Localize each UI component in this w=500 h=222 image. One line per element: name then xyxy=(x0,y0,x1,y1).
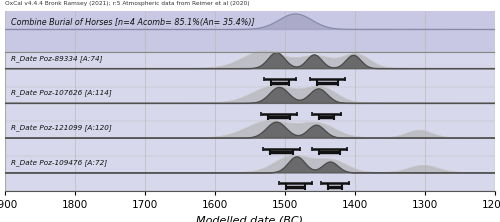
Text: R_Date Poz-107626 [A:114]: R_Date Poz-107626 [A:114] xyxy=(10,89,112,96)
Text: Combine Burial of Horses [n=4 Acomb= 85.1%(An= 35.4%)]: Combine Burial of Horses [n=4 Acomb= 85.… xyxy=(10,18,254,27)
Text: OxCal v4.4.4 Bronk Ramsey (2021); r:5 Atmospheric data from Reimer et al (2020): OxCal v4.4.4 Bronk Ramsey (2021); r:5 At… xyxy=(5,1,250,6)
Bar xyxy=(5,11,495,52)
Text: R_Date Poz-121099 [A:120]: R_Date Poz-121099 [A:120] xyxy=(10,124,112,131)
X-axis label: Modelled date (BC): Modelled date (BC) xyxy=(196,216,304,222)
Text: R_Date Poz-89334 [A:74]: R_Date Poz-89334 [A:74] xyxy=(10,55,102,62)
Text: R_Date Poz-109476 [A:72]: R_Date Poz-109476 [A:72] xyxy=(10,159,106,166)
